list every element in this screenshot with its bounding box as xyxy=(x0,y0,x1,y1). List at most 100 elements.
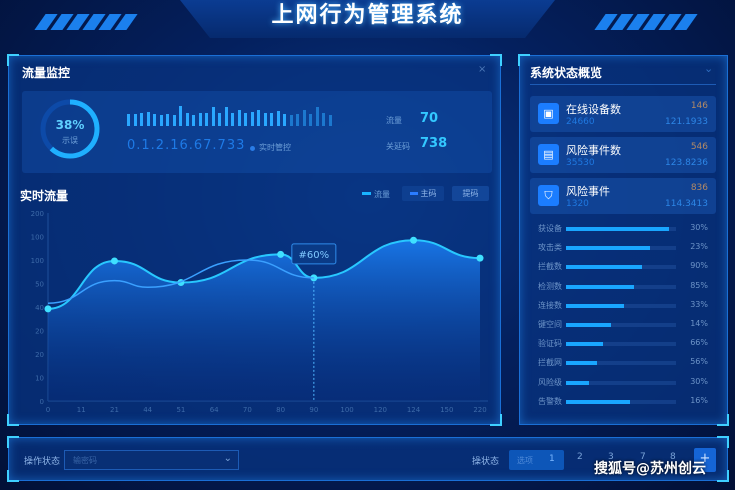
row-label: 连接数 xyxy=(538,300,562,310)
traffic-bar xyxy=(166,113,169,126)
status-row: 告警数 16% xyxy=(538,394,708,408)
page-1[interactable]: 1 xyxy=(549,454,555,464)
x-tick-label: 100 xyxy=(340,406,353,414)
status-row: 获设备 30% xyxy=(538,221,708,235)
status-row: 拦截数 90% xyxy=(538,259,708,273)
stat-count: 546 xyxy=(690,142,708,152)
add-button[interactable]: + xyxy=(694,448,716,472)
traffic-bar xyxy=(198,112,202,126)
data-point xyxy=(44,305,52,313)
flow-label: 流量 xyxy=(386,116,402,125)
series-line xyxy=(47,259,314,304)
stat-card[interactable]: ⛉ 风险事件 1320 836 114.3413 xyxy=(530,178,716,214)
code-value: 738 xyxy=(420,136,448,151)
x-tick-label: 90 xyxy=(309,406,318,414)
traffic-bar xyxy=(205,112,208,126)
header-decoration-right xyxy=(594,14,698,30)
traffic-bar xyxy=(315,107,319,126)
stat-value: 123.8236 xyxy=(665,158,708,168)
page-7[interactable]: 7 xyxy=(640,452,646,462)
page-8[interactable]: 8 xyxy=(670,452,676,462)
traffic-bar xyxy=(211,107,215,126)
status-row: 验证码 66% xyxy=(538,336,708,350)
traffic-bar xyxy=(146,111,150,126)
status-row: 攻击类 23% xyxy=(538,240,708,254)
progress-bar xyxy=(566,399,676,404)
stat-count: 836 xyxy=(690,183,708,193)
y-tick-label: 20 xyxy=(35,328,44,336)
row-label: 告警数 xyxy=(538,396,562,406)
status-row: 连接数 33% xyxy=(538,298,708,312)
y-tick-label: 50 xyxy=(35,281,44,289)
collapse-icon[interactable]: ⌄ xyxy=(704,62,714,75)
stat-name: 风险事件数 xyxy=(566,144,621,157)
x-tick-label: 64 xyxy=(210,406,219,414)
watermark: 搜狐号@苏州创云 xyxy=(594,461,706,477)
x-tick-label: 51 xyxy=(176,406,185,414)
traffic-bar xyxy=(302,109,306,126)
y-tick-label: 40 xyxy=(35,304,44,312)
status-select[interactable]: 输密码 ⌄ xyxy=(64,450,239,470)
header-decoration-left xyxy=(34,14,138,30)
x-tick-label: 70 xyxy=(243,406,252,414)
stat-sub: 24660 xyxy=(566,117,595,127)
row-percent: 14% xyxy=(690,319,708,328)
traffic-bar xyxy=(328,115,332,126)
page-3[interactable]: 3 xyxy=(608,452,614,462)
stat-name: 风险事件 xyxy=(566,185,610,198)
legend-main-code-toggle[interactable]: 主码 xyxy=(402,186,444,201)
stat-value: 114.3413 xyxy=(665,199,708,209)
card-icon: ▤ xyxy=(538,144,559,165)
traffic-bar xyxy=(283,113,286,126)
select-placeholder: 输密码 xyxy=(73,456,97,465)
traffic-bar xyxy=(289,115,293,126)
traffic-bar xyxy=(192,115,195,126)
flow-value: 70 xyxy=(420,111,439,126)
page-2[interactable]: 2 xyxy=(577,452,583,462)
code-button[interactable]: 提码 xyxy=(452,186,489,201)
row-label: 攻击类 xyxy=(538,243,562,253)
x-tick-label: 80 xyxy=(276,406,285,414)
status-label-2: 操状态 xyxy=(472,457,500,467)
stat-card[interactable]: ▣ 在线设备数 24660 146 121.1933 xyxy=(530,96,716,132)
traffic-bar xyxy=(263,112,267,126)
row-percent: 16% xyxy=(690,395,708,405)
panel-title: 系统状态概览 xyxy=(530,66,603,80)
panel-title: 流量监控 xyxy=(22,66,71,80)
stat-name: 在线设备数 xyxy=(566,103,621,116)
realtime-title: 实时流量 xyxy=(20,189,69,203)
x-tick-label: 220 xyxy=(473,406,486,414)
traffic-bar xyxy=(133,113,137,126)
traffic-bar xyxy=(172,115,176,126)
y-tick-label: 0 xyxy=(40,398,44,406)
traffic-bar xyxy=(250,111,254,126)
status-row: 检测数 85% xyxy=(538,279,708,293)
progress-bar xyxy=(566,361,676,366)
traffic-bar xyxy=(322,112,325,126)
progress-bar xyxy=(566,303,676,308)
traffic-bar xyxy=(218,112,221,126)
page-title: 上网行为管理系统 xyxy=(180,0,555,38)
monitor-summary-card xyxy=(22,91,492,173)
traffic-bar xyxy=(237,109,241,126)
x-tick-label: 11 xyxy=(77,406,86,414)
x-tick-label: 21 xyxy=(110,406,119,414)
series-area xyxy=(48,240,480,401)
x-tick-label: 44 xyxy=(143,406,152,414)
row-percent: 23% xyxy=(690,242,708,252)
row-label: 拦截数 xyxy=(538,262,562,272)
page-option-button[interactable]: 选项 1 xyxy=(509,450,564,470)
row-percent: 30% xyxy=(690,223,708,232)
row-percent: 66% xyxy=(690,338,708,348)
x-tick-label: 124 xyxy=(407,406,421,414)
device-icon: ▣ xyxy=(538,103,559,124)
traffic-bar xyxy=(179,106,182,126)
operation-status-label: 操作状态 xyxy=(24,457,61,467)
y-tick-label: 100 xyxy=(31,257,44,265)
close-icon[interactable]: × xyxy=(478,64,487,75)
usage-gauge xyxy=(40,99,100,159)
stat-card[interactable]: ▤ 风险事件数 35530 546 123.8236 xyxy=(530,137,716,173)
progress-bar xyxy=(566,284,676,289)
stat-sub: 35530 xyxy=(566,158,595,168)
row-label: 风险级 xyxy=(538,377,562,387)
